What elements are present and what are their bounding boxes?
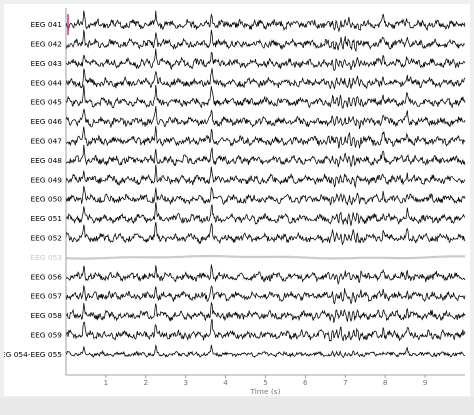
channel-trace[interactable] <box>65 318 466 342</box>
x-tick-label: 2 <box>143 378 148 387</box>
channel-trace[interactable] <box>65 344 466 359</box>
channel-trace[interactable] <box>65 48 466 71</box>
x-tick-label: 5 <box>263 378 268 387</box>
channel-trace[interactable] <box>65 67 466 90</box>
channel-trace[interactable] <box>65 29 465 53</box>
channel-label[interactable]: EEG 042 <box>30 40 62 49</box>
x-tick-label: 3 <box>183 378 188 387</box>
channel-trace[interactable] <box>65 144 466 168</box>
x-tick-label: 8 <box>383 378 388 387</box>
channel-label[interactable]: EEG 056 <box>30 272 62 281</box>
channel-trace[interactable] <box>65 84 466 109</box>
channel-label[interactable]: EEG 046 <box>30 117 62 126</box>
channel-label[interactable]: EEG 053 <box>30 253 62 262</box>
channel-label[interactable]: EEG 059 <box>30 331 62 340</box>
channel-trace[interactable] <box>65 10 466 33</box>
channel-labels: EEG 041 EEG 042 EEG 043 EEG 044 EEG 045 EEG 0… <box>4 20 62 359</box>
channel-label[interactable]: EEG 051 <box>30 214 62 223</box>
channel-trace[interactable] <box>65 186 466 207</box>
channel-trace[interactable] <box>65 202 466 226</box>
channel-label[interactable]: EEG 043 <box>30 59 62 68</box>
channel-label[interactable]: EEG 052 <box>30 234 62 243</box>
channel-traces <box>65 10 466 359</box>
channel-trace[interactable] <box>65 264 466 286</box>
x-tick-label: 6 <box>303 378 308 387</box>
channel-label[interactable]: EEG 045 <box>30 98 62 107</box>
bad-channel-trace[interactable] <box>66 254 465 260</box>
channel-trace[interactable] <box>65 221 466 245</box>
channel-label[interactable]: EEG 054-EEG 055 <box>4 350 62 359</box>
x-tick-label: 1 <box>104 378 109 387</box>
eeg-trace-plot[interactable]: EEG 041 EEG 042 EEG 043 EEG 044 EEG 045 EEG 0… <box>4 4 470 396</box>
channel-label[interactable]: EEG 050 <box>30 195 62 204</box>
channel-label[interactable]: EEG 044 <box>30 78 62 87</box>
channel-trace[interactable] <box>65 301 466 323</box>
channel-label[interactable]: EEG 058 <box>30 311 62 320</box>
x-tick-label: 4 <box>223 378 228 387</box>
channel-label[interactable]: EEG 049 <box>30 175 62 184</box>
channel-trace[interactable] <box>65 164 466 189</box>
channel-label[interactable]: EEG 048 <box>30 156 62 165</box>
plot-frame: EEG 041 EEG 042 EEG 043 EEG 044 EEG 045 EEG 0… <box>4 4 470 396</box>
channel-label[interactable]: EEG 041 <box>30 20 62 29</box>
channel-trace[interactable] <box>65 125 466 149</box>
channel-trace[interactable] <box>65 284 466 305</box>
time-axis: 1 2 3 4 5 6 7 8 9 Time (s) <box>65 8 465 396</box>
channel-label[interactable]: EEG 047 <box>30 137 62 146</box>
x-axis-title: Time (s) <box>249 387 280 396</box>
x-tick-label: 9 <box>423 378 428 387</box>
x-tick-label: 7 <box>343 378 348 387</box>
channel-label[interactable]: EEG 057 <box>30 292 62 301</box>
status-bar <box>0 397 474 415</box>
channel-trace[interactable] <box>65 106 466 129</box>
